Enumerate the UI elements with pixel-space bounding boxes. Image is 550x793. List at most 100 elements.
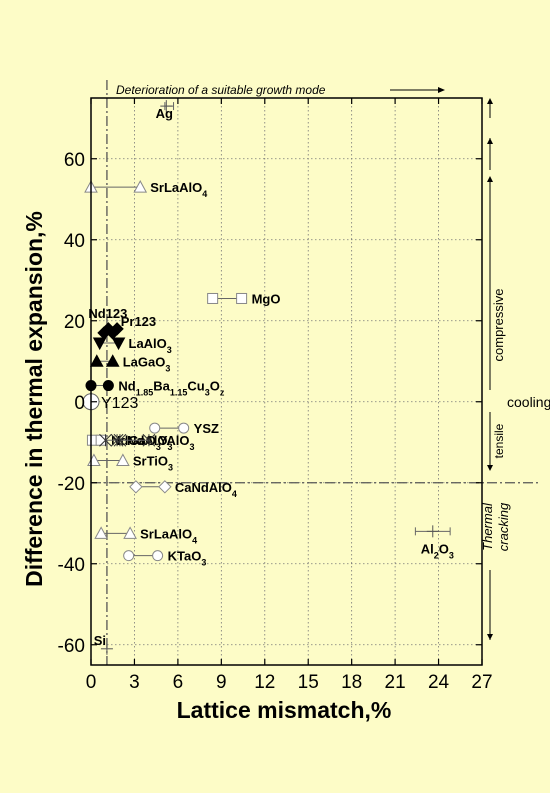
marker-triangle-open [133,180,148,193]
data-label-part: Nd123 [88,306,127,321]
data-label-subscript: 1.85 [136,388,154,398]
data-label-subscript: 3 [201,558,206,568]
x-tick-label: 24 [428,672,450,693]
side-arrowhead [487,138,493,144]
x-tick-label: 12 [254,672,275,693]
x-tick-label: 3 [129,672,140,693]
data-label-subscript: 3 [156,442,161,452]
data-label-subscript: 4 [232,489,237,499]
series-point: Y123 [82,393,138,412]
x-axis-label: Lattice mismatch,% [177,697,392,723]
marker-triangle-open [94,526,108,539]
data-label-subscript: 4 [192,535,197,545]
marker-triangle-open [116,453,130,466]
y-axis-label: Difference in thermal expansion,% [21,211,47,587]
series-point: LaAlO3 [92,336,172,355]
data-label-part: YAlO [159,433,190,448]
data-label-part: Si [94,633,106,648]
data-label-subscript: 1.15 [170,388,188,398]
data-label-subscript: 3 [168,462,173,472]
marker-cross [100,642,113,655]
data-label-part: LaAlO [129,336,167,351]
series-point: KTaO3 [123,549,207,568]
series-point: Pr123 [101,314,156,336]
marker-circle-open [178,422,190,434]
data-label: SrLaAlO4 [140,526,197,545]
marker-star [110,433,124,447]
side-arrowhead [487,176,493,182]
data-label-part: KTaO [168,549,202,564]
data-label: Ag [156,106,173,121]
marker-star [113,433,127,447]
side-annotations: Deterioration of a suitable growth mode c… [116,83,550,640]
data-label-subscript: 3 [449,550,454,560]
data-label-subscript: 3 [205,388,210,398]
series-point: MgO [207,291,281,306]
marker-circle-open [123,550,135,562]
x-tick-label: 6 [173,672,184,693]
data-label-part: YSZ [194,421,219,436]
data-label-part: MgO [252,291,281,306]
marker-cross [160,100,173,113]
data-label-part: SrLaAlO [140,526,192,541]
y-tick-label: -60 [58,636,85,657]
marker-square-open [95,434,107,446]
x-tick-label: 15 [298,672,319,693]
marker-diamond-filled [110,322,124,336]
marker-diamond-open [158,480,172,494]
marker-triangle-filled [89,354,104,367]
marker-square-open [236,292,248,304]
marker-star [99,433,112,447]
data-label-part: Ag [156,106,173,121]
data-label-part: O [210,379,220,394]
marker-triangle-down-filled [111,337,126,351]
data-label: CaNdAlO4 [175,480,237,499]
data-label-subscript: 3 [168,442,173,452]
marks-layer: AgSrLaAlO4MgONd123Pr123LaAlO3LaGaO3Nd1.8… [82,100,454,655]
label-cracking: cracking [496,502,511,551]
x-tick-label: 0 [86,672,97,693]
data-label-part: Ba [153,379,170,394]
marker-triangle-open [123,526,137,539]
data-label: YSZ [194,421,219,436]
data-label: KTaO3 [168,549,207,568]
marker-triangle-filled [105,354,120,367]
grid-layer [91,98,482,665]
label-tensile: tensile [492,423,506,458]
side-arrowhead [487,98,493,104]
data-label: SrLaAlO4 [150,180,207,199]
series-point: CaNdAlO4 [129,480,237,499]
data-label: MgO [252,291,281,306]
data-label-part: LaGaO [123,354,166,369]
marker-circle-filled [102,380,114,392]
data-label: LaGaO3 [123,354,171,373]
data-label-part: O [439,541,449,556]
side-arrowhead [487,634,493,640]
data-label: SrTiO3 [133,453,173,472]
marker-star [142,433,156,447]
marker-cross [426,525,439,538]
top-note: Deterioration of a suitable growth mode [116,83,326,97]
data-label: Si [94,633,106,648]
data-label-part: Pr123 [121,314,156,329]
data-label: Y123 [101,395,138,412]
marker-square-open [207,292,219,304]
label-compressive: compressive [491,289,506,362]
data-label-part: CaNdAlO [175,480,232,495]
data-label: Pr123 [121,314,156,329]
x-tick-label: 9 [216,672,227,693]
data-label-part: Nd [118,379,135,394]
data-label-part: SrTiO [133,453,168,468]
data-label: Nd123 [88,306,127,321]
data-label: Nd1.85Ba1.15Cu3Oz [118,379,225,398]
marker-circle-open [152,550,164,562]
data-label-subscript: z [220,388,225,398]
data-label-subscript: 2 [434,550,439,560]
series-point: Ag [156,100,175,121]
series-point: SrLaAlO4 [94,526,197,545]
y-tick-label: 20 [64,312,85,333]
x-tick-label: 18 [341,672,362,693]
